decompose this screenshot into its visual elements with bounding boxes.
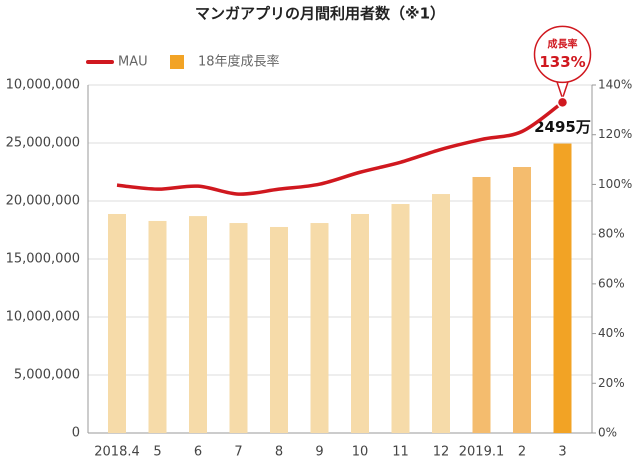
y2-tick-label: 0%	[598, 426, 617, 440]
bar	[391, 204, 410, 433]
y-tick-label: 10,000,000	[6, 78, 80, 93]
bar	[148, 220, 167, 433]
bar	[472, 176, 491, 433]
y2-tick-label: 40%	[598, 326, 625, 340]
legend-label: 18年度成長率	[198, 54, 280, 70]
x-tick-label: 2	[518, 445, 526, 460]
y-tick-label: 20,000,000	[6, 194, 80, 209]
x-tick-label: 12	[433, 445, 450, 460]
y2-tick-label: 120%	[598, 127, 632, 141]
x-tick-label: 9	[315, 445, 323, 460]
bar	[432, 194, 450, 433]
x-tick-label: 7	[234, 445, 242, 460]
callout-bubble	[533, 25, 592, 84]
bar	[229, 223, 248, 433]
x-tick-label: 10	[352, 445, 369, 460]
x-tick-label: 8	[275, 445, 283, 460]
bar	[553, 143, 572, 433]
x-tick-label: 5	[153, 445, 161, 460]
y2-tick-label: 100%	[598, 177, 632, 191]
line	[116, 100, 564, 196]
legend-label: MAU	[118, 55, 148, 70]
y-tick-label: 0	[72, 426, 80, 441]
bar	[270, 226, 288, 433]
bar	[189, 216, 207, 433]
y2-tick-label: 140%	[598, 78, 632, 92]
y2-tick-label: 20%	[598, 376, 625, 390]
y-tick-label: 25,000,000	[6, 136, 80, 151]
bar	[513, 167, 531, 433]
bar-value-label: 2495万	[534, 118, 591, 136]
bar	[310, 223, 329, 433]
line-value-label: 133%	[539, 53, 585, 71]
y2-tick-label: 60%	[598, 276, 625, 290]
y-tick-label: 5,000,000	[14, 368, 80, 383]
y2-tick-label: 80%	[598, 227, 625, 241]
bar	[351, 213, 369, 433]
y-tick-label: 10,000,000	[6, 310, 80, 325]
x-tick-label: 2019.1	[459, 445, 505, 460]
line-point	[556, 96, 569, 109]
x-tick-label: 11	[392, 445, 409, 460]
x-tick-label: 2018.4	[94, 445, 140, 460]
x-tick-label: 6	[194, 445, 202, 460]
callout-label: 成長率	[548, 37, 578, 50]
x-tick-label: 3	[558, 445, 566, 460]
bar	[108, 213, 126, 433]
chart-title: マンガアプリの月間利用者数（※1）	[195, 5, 445, 23]
legend-swatch	[170, 55, 184, 69]
y-tick-label: 15,000,000	[6, 252, 80, 267]
